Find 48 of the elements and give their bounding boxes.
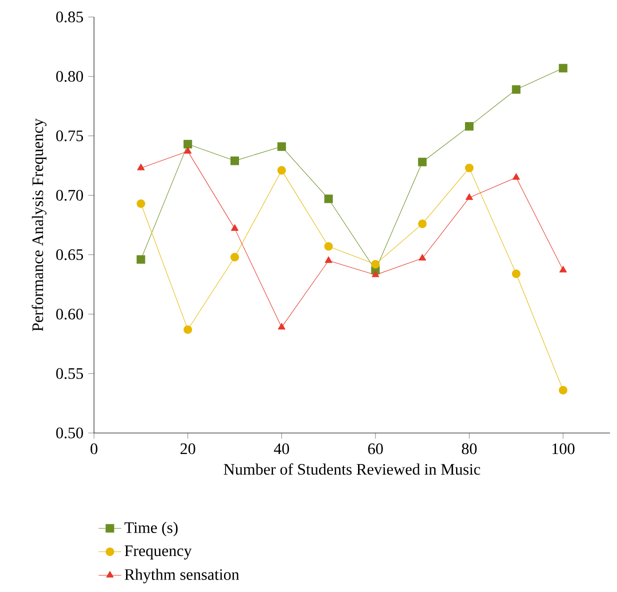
y-tick-label: 0.50 [56, 428, 83, 438]
x-tick-label: 40 [274, 443, 290, 454]
y-tick-label: 0.60 [56, 308, 83, 320]
point [230, 156, 240, 166]
x-tick-label: 20 [180, 443, 196, 454]
y-tick-label: 0.85 [56, 12, 83, 22]
x-tick-label: 100 [552, 443, 574, 454]
x-axis-title: Number of Students Reviewed in Music [224, 463, 480, 475]
point [137, 164, 145, 170]
y-tick-label: 0.65 [56, 249, 83, 260]
point [418, 158, 427, 166]
point [371, 260, 380, 268]
point [184, 140, 192, 148]
point [277, 142, 286, 151]
point [558, 386, 568, 394]
legend-label: Frequency [124, 546, 192, 560]
x-tick-label: 80 [462, 443, 477, 454]
point [559, 266, 567, 272]
point [277, 166, 286, 175]
point [418, 254, 426, 261]
point [324, 256, 332, 263]
point [372, 270, 380, 278]
y-tick-label: 0.55 [56, 368, 83, 379]
y-axis-title: Performance Analysis Frequency [32, 118, 46, 332]
y-tick-label: 0.75 [56, 130, 83, 142]
point [512, 85, 520, 94]
point [230, 252, 240, 262]
point [136, 255, 146, 264]
x-tick-label: 0 [90, 443, 98, 454]
point [512, 173, 520, 180]
legend-label: Rhythm sensation [124, 568, 240, 584]
point [324, 194, 333, 204]
legend-label: Time (s) [124, 522, 178, 536]
point [231, 224, 238, 231]
point [278, 322, 286, 330]
point [465, 122, 474, 131]
point [324, 242, 333, 251]
y-tick-label: 0.70 [56, 190, 83, 201]
y-tick-label: 0.80 [56, 70, 83, 82]
point [418, 220, 427, 228]
point [512, 269, 520, 278]
point [184, 325, 192, 334]
point [184, 147, 192, 154]
point [558, 64, 568, 72]
x-tick-label: 60 [368, 443, 383, 454]
point [136, 199, 146, 208]
point [465, 164, 474, 172]
point [466, 193, 474, 200]
